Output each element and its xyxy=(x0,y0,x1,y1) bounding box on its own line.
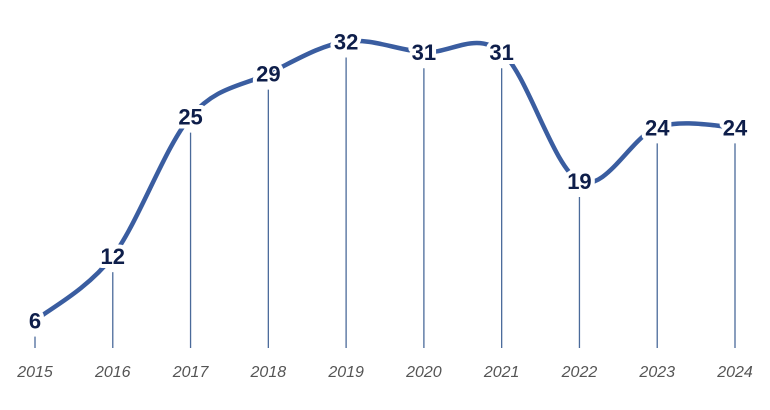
series-line xyxy=(32,38,738,323)
data-label-2024: 24 xyxy=(723,115,748,140)
x-tick-label-2015: 2015 xyxy=(16,364,53,381)
data-label-2023: 24 xyxy=(645,115,670,140)
data-label-halo: 31 xyxy=(412,40,436,65)
data-label-2022: 19 xyxy=(567,169,591,194)
data-label-halo: 19 xyxy=(567,169,591,194)
x-tick-label-2022: 2022 xyxy=(561,364,598,381)
data-label-halo: 24 xyxy=(723,115,748,140)
data-label-halo: 32 xyxy=(334,29,358,54)
data-label-2016: 12 xyxy=(101,244,125,269)
data-label-2019: 32 xyxy=(334,29,358,54)
data-label-halo: 12 xyxy=(101,244,125,269)
data-label-halo: 31 xyxy=(489,40,513,65)
data-label-halo: 25 xyxy=(178,105,202,130)
drop-lines xyxy=(34,57,736,348)
x-tick-label-2021: 2021 xyxy=(483,364,520,381)
data-label-halo: 24 xyxy=(645,115,670,140)
x-tick-label-2017: 2017 xyxy=(172,364,210,381)
x-tick-label-2024: 2024 xyxy=(716,364,753,381)
x-tick-label-2019: 2019 xyxy=(327,364,364,381)
data-label-2017: 25 xyxy=(178,105,202,130)
data-label-halo: 29 xyxy=(256,62,280,87)
data-label-2015: 6 xyxy=(29,309,41,334)
x-tick-label-2020: 2020 xyxy=(405,364,442,381)
x-tick-label-2016: 2016 xyxy=(94,364,131,381)
x-tick-label-2018: 2018 xyxy=(250,364,287,381)
data-label-2021: 31 xyxy=(489,40,513,65)
data-label-2020: 31 xyxy=(412,40,436,65)
data-label-2018: 29 xyxy=(256,62,280,87)
x-tick-label-2023: 2023 xyxy=(638,364,675,381)
x-axis-tick-labels: 2015 2016 2017 2018 2019 2020 2021 2022 2023 2024 xyxy=(16,364,753,381)
data-label-halo: 6 xyxy=(29,309,41,334)
